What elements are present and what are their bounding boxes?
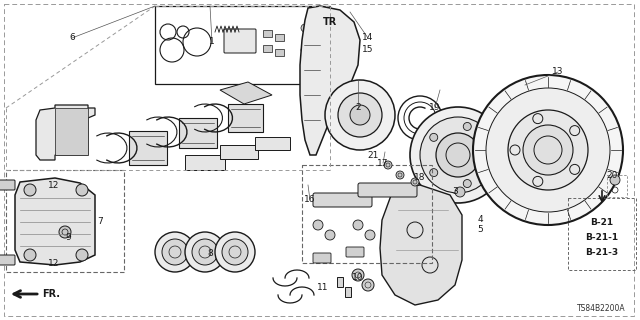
Circle shape [76,249,88,261]
Text: 2: 2 [355,103,361,113]
Text: TR: TR [323,17,337,27]
Bar [607,175,627,197]
FancyBboxPatch shape [346,247,364,257]
Circle shape [311,24,319,32]
Circle shape [155,232,195,272]
Circle shape [523,125,573,175]
Circle shape [24,249,36,261]
Text: 17: 17 [377,158,388,167]
Circle shape [325,230,335,240]
Polygon shape [185,155,225,170]
Text: B-21-1: B-21-1 [586,233,619,242]
Circle shape [463,180,471,188]
Bar [275,34,284,41]
Text: 15: 15 [362,45,374,54]
Bar [263,30,272,37]
Text: 3: 3 [452,188,458,196]
Circle shape [352,269,364,281]
Circle shape [455,187,465,197]
Text: 14: 14 [362,34,374,43]
Circle shape [24,184,36,196]
Circle shape [365,230,375,240]
Text: 6: 6 [69,34,75,43]
Circle shape [338,93,382,137]
Text: 4: 4 [477,215,483,225]
Circle shape [350,105,370,125]
Circle shape [508,110,588,190]
Circle shape [362,279,374,291]
Circle shape [215,232,255,272]
Bar [263,45,272,52]
Polygon shape [255,137,290,150]
Text: 10: 10 [352,274,364,283]
Polygon shape [179,118,217,148]
Circle shape [222,239,248,265]
Bar [6,170,124,272]
Circle shape [420,117,496,193]
FancyBboxPatch shape [358,183,417,197]
Polygon shape [220,82,272,104]
Bar [155,6,330,84]
FancyBboxPatch shape [313,193,372,207]
Text: 20: 20 [606,171,618,180]
Polygon shape [15,178,95,265]
Circle shape [486,88,610,212]
Text: 7: 7 [97,218,103,227]
Text: 11: 11 [317,284,329,292]
FancyBboxPatch shape [0,255,15,265]
Polygon shape [227,104,262,132]
Circle shape [59,226,71,238]
FancyBboxPatch shape [313,253,331,263]
Text: 8: 8 [207,249,213,258]
Text: 18: 18 [414,173,426,182]
FancyBboxPatch shape [0,180,15,190]
Text: FR.: FR. [42,289,60,299]
Circle shape [311,46,319,54]
Text: 13: 13 [552,68,564,76]
Text: 16: 16 [304,196,316,204]
Polygon shape [345,287,351,297]
Bar [568,198,636,270]
Circle shape [436,133,480,177]
Circle shape [473,75,623,225]
Circle shape [192,239,218,265]
Text: 5: 5 [477,226,483,235]
Text: B-21: B-21 [591,218,614,227]
Circle shape [396,171,404,179]
Circle shape [76,184,88,196]
Circle shape [313,220,323,230]
Circle shape [484,151,492,159]
Text: TS84B2200A: TS84B2200A [577,304,626,313]
Circle shape [429,169,438,177]
Circle shape [353,220,363,230]
Circle shape [411,178,419,186]
Circle shape [463,123,471,131]
Text: B-21-3: B-21-3 [586,248,619,257]
Polygon shape [380,185,462,305]
Bar [275,49,284,56]
Circle shape [384,161,392,169]
Polygon shape [337,277,343,287]
Circle shape [301,46,309,54]
Circle shape [185,232,225,272]
Circle shape [610,175,620,185]
Text: 12: 12 [48,260,60,268]
Bar [302,165,432,263]
Circle shape [429,133,438,141]
Polygon shape [36,105,95,160]
Polygon shape [55,108,88,155]
Polygon shape [300,6,360,155]
Text: 19: 19 [429,103,441,113]
Text: 12: 12 [48,180,60,189]
Text: 1: 1 [209,37,215,46]
Circle shape [325,80,395,150]
FancyBboxPatch shape [224,29,256,53]
Text: 21: 21 [367,150,379,159]
Polygon shape [129,131,167,165]
Circle shape [162,239,188,265]
Circle shape [410,107,506,203]
Circle shape [301,24,309,32]
Polygon shape [220,145,258,159]
Text: 9: 9 [65,233,71,242]
